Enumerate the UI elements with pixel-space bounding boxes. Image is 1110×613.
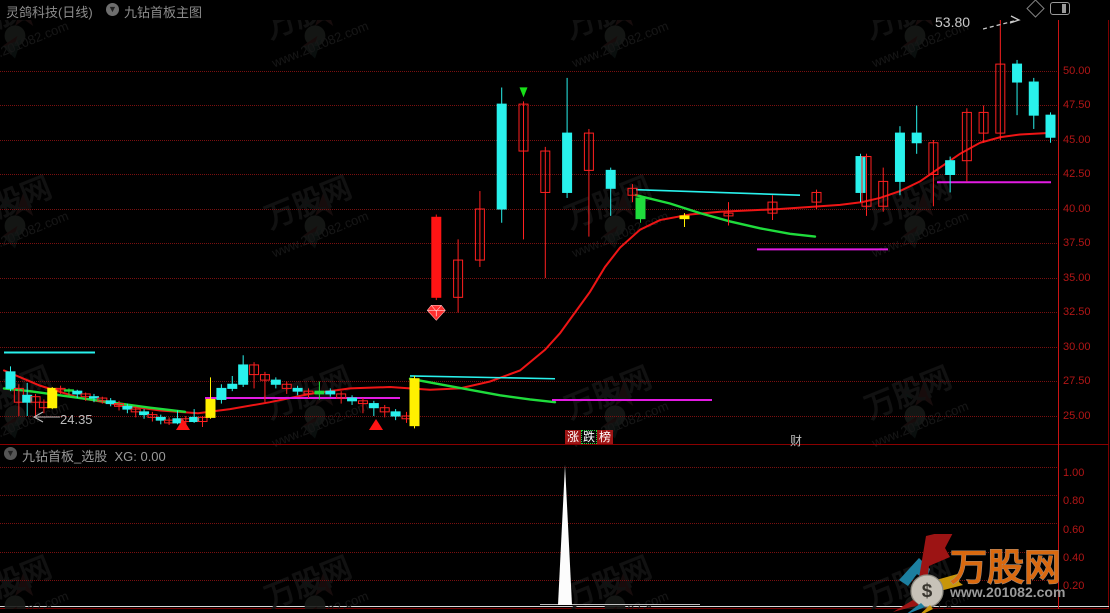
svg-text:$: $ — [922, 581, 933, 602]
svg-text:万股网: 万股网 — [950, 547, 1061, 588]
svg-text:www.201082.com: www.201082.com — [950, 584, 1065, 600]
